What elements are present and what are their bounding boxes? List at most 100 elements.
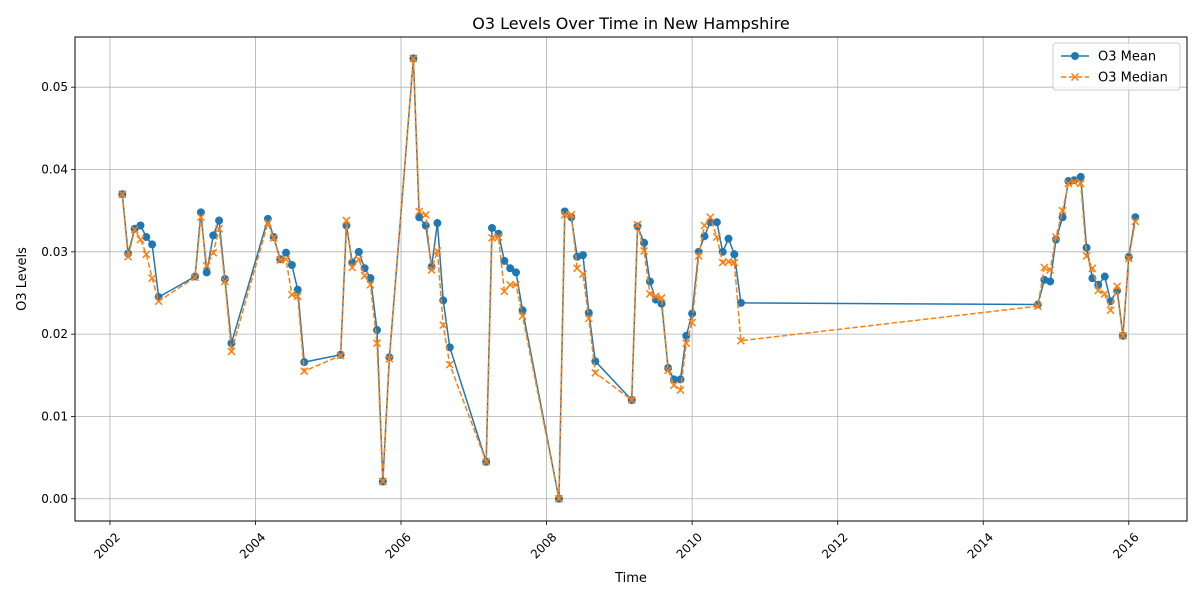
data-point (415, 207, 424, 216)
legend-label: O3 Median (1098, 71, 1168, 86)
data-point (300, 367, 309, 376)
data-point (664, 366, 673, 375)
data-point (1046, 277, 1055, 286)
data-point (433, 246, 442, 256)
data-point (263, 214, 272, 223)
data-point (591, 368, 600, 377)
data-point (494, 232, 503, 242)
data-point (220, 275, 229, 283)
data-point (1088, 264, 1097, 273)
data-point (148, 274, 157, 283)
data-point (439, 321, 448, 330)
data-point (427, 265, 436, 274)
data-point (1113, 282, 1122, 291)
legend-entry: O3 Mean (1061, 50, 1156, 65)
data-point (215, 216, 224, 225)
data-point (500, 256, 509, 265)
data-point (136, 235, 145, 244)
data-point (142, 233, 151, 242)
data-point (360, 271, 369, 280)
data-point (560, 210, 569, 219)
legend-marker (1071, 52, 1079, 60)
data-point (354, 255, 363, 264)
data-point (439, 296, 448, 305)
x-tick-label: 2010 (674, 530, 705, 561)
data-point (263, 218, 272, 228)
x-tick-label: 2002 (91, 530, 122, 561)
data-point (688, 309, 697, 318)
legend-label: O3 Mean (1098, 50, 1156, 65)
data-point (506, 264, 515, 273)
data-point (300, 358, 309, 367)
data-point (293, 292, 302, 301)
data-point (688, 318, 697, 327)
data-point (118, 190, 127, 199)
data-point (500, 287, 509, 296)
data-point (700, 221, 709, 230)
data-point (640, 246, 649, 256)
data-point (633, 220, 642, 229)
data-point (1100, 289, 1109, 298)
chart-title: O3 Levels Over Time in New Hampshire (472, 14, 790, 33)
data-point (578, 270, 587, 279)
grid-layer (75, 37, 1187, 521)
series-o3-mean (118, 54, 1140, 503)
data-point (433, 219, 442, 228)
data-point (1131, 217, 1140, 226)
data-point (1046, 265, 1055, 274)
data-point (1064, 179, 1073, 188)
plot-frame (74, 36, 1188, 522)
data-point (554, 494, 563, 503)
data-point (148, 240, 157, 249)
data-point (354, 247, 363, 256)
data-point (1100, 272, 1109, 281)
series-o3-median (118, 54, 1140, 503)
data-point (372, 339, 382, 348)
data-point (724, 234, 733, 243)
data-point (651, 292, 660, 301)
data-point (202, 261, 211, 270)
y-tick-label: 0.02 (41, 327, 68, 341)
data-point (645, 289, 654, 298)
data-point (154, 297, 163, 306)
data-point (1058, 213, 1067, 222)
x-axis-label: Time (614, 571, 647, 586)
y-axis-label: O3 Levels (15, 247, 30, 311)
data-point (336, 351, 345, 360)
data-point (512, 268, 521, 277)
data-point (506, 280, 515, 289)
data-point (730, 250, 739, 259)
y-tick-label: 0.03 (41, 245, 68, 259)
data-point (694, 251, 703, 260)
data-point (1118, 331, 1127, 340)
data-point (124, 252, 133, 261)
data-point (378, 477, 387, 486)
y-tick-label: 0.01 (41, 409, 68, 423)
data-point (1094, 286, 1103, 295)
data-point (227, 347, 236, 356)
data-point (1076, 179, 1085, 188)
data-point (421, 210, 430, 219)
legend-entries: O3 Mean O3 Median (1061, 50, 1168, 86)
data-point (1076, 172, 1085, 181)
data-point (282, 255, 291, 264)
legend: O3 Mean O3 Median (1052, 42, 1181, 91)
data-point (584, 308, 593, 317)
x-tick-label: 2004 (237, 530, 268, 561)
data-point (1040, 263, 1049, 272)
data-point (591, 357, 600, 366)
y-tick-label: 0.05 (41, 80, 68, 94)
legend-box (1052, 42, 1181, 91)
x-tick-label: 2008 (528, 530, 559, 561)
data-point (518, 312, 527, 321)
data-point (209, 231, 218, 240)
data-point (627, 395, 636, 405)
y-tick-label: 0.00 (41, 492, 68, 506)
data-point (366, 280, 375, 289)
data-point (488, 223, 496, 232)
data-point (191, 273, 200, 282)
legend-marker (1070, 72, 1080, 82)
data-point (1131, 213, 1140, 222)
data-point (445, 360, 454, 369)
